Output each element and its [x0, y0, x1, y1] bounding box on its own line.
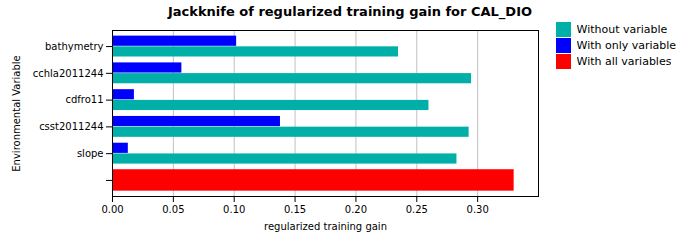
html-text:Without variable: Without variable	[576, 23, 668, 36]
svg-text:regularized training gain: regularized training gain	[264, 221, 387, 232]
svg-text:bathymetry: bathymetry	[45, 41, 104, 52]
svg-text:0.20: 0.20	[345, 204, 367, 215]
html-text:Jackknife of regularized train: Jackknife of regularized training gain f…	[168, 4, 532, 19]
svg-text:0.10: 0.10	[223, 204, 245, 215]
svg-text:0.30: 0.30	[467, 204, 489, 215]
svg-text:0.15: 0.15	[284, 204, 306, 215]
html-text:With only variable: With only variable	[576, 39, 677, 52]
html-text:With all variables: With all variables	[576, 55, 672, 68]
svg-text:0.05: 0.05	[162, 204, 184, 215]
svg-text:slope: slope	[77, 148, 104, 159]
svg-text:cdfro11: cdfro11	[65, 94, 103, 105]
svg-text:csst2011244: csst2011244	[39, 121, 103, 132]
svg-text:Environmental Variable: Environmental Variable	[11, 55, 22, 171]
svg-text:0.25: 0.25	[406, 204, 428, 215]
svg-text:cchla2011244: cchla2011244	[33, 68, 104, 79]
svg-text:0.00: 0.00	[101, 204, 123, 215]
